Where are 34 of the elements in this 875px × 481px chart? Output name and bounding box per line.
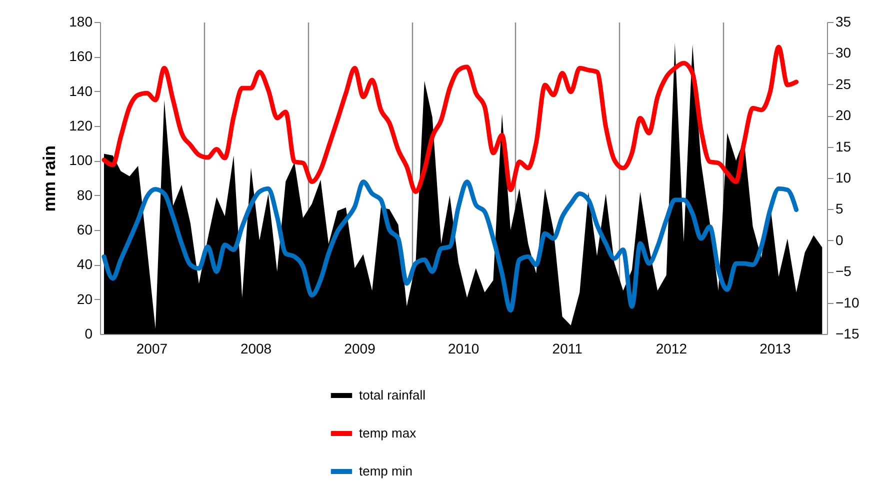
y-tick-label: 160 [69, 48, 93, 64]
x-tick-label: 2010 [448, 340, 480, 356]
x-tick-label: 2011 [552, 340, 583, 356]
x-tick-label: 2009 [344, 340, 376, 356]
y-tick-label: 120 [69, 118, 93, 134]
y-tick-label: 180 [69, 14, 93, 30]
legend-label: total rainfall [359, 388, 426, 402]
y2-tick-label: −5 [836, 263, 852, 280]
legend-label: temp max [359, 426, 417, 440]
x-tick-label: 2007 [136, 340, 168, 356]
y-tick-label: 140 [69, 82, 93, 99]
y2-tick-label: 30 [836, 44, 852, 61]
x-tick-label: 2012 [656, 340, 688, 356]
y2-tick-label: 15 [836, 138, 852, 154]
y2-tick-label: 0 [836, 232, 844, 248]
y2-tick-label: 25 [836, 76, 852, 92]
legend-label: temp min [359, 464, 412, 478]
y2-tick-label: 35 [836, 14, 852, 30]
y2-tick-label: 5 [836, 200, 844, 217]
y-axis-title: mm rain [40, 145, 60, 212]
y-tick-label: 20 [76, 290, 93, 307]
y-tick-label: 40 [76, 256, 93, 272]
y-tick-label: 80 [76, 186, 93, 203]
x-tick-label: 2008 [240, 340, 272, 356]
y2-tick-label: 20 [836, 107, 852, 124]
y2-tick-label: 10 [836, 170, 852, 186]
line-series [102, 44, 799, 194]
line-series [102, 179, 799, 313]
y2-tick-label: −10 [836, 294, 860, 310]
y-tick-label: 60 [76, 222, 93, 238]
y-tick-label: 0 [84, 326, 93, 342]
x-tick-label: 2013 [760, 340, 791, 356]
y-tick-label: 100 [69, 152, 93, 168]
y2-tick-label: −15 [836, 326, 860, 342]
